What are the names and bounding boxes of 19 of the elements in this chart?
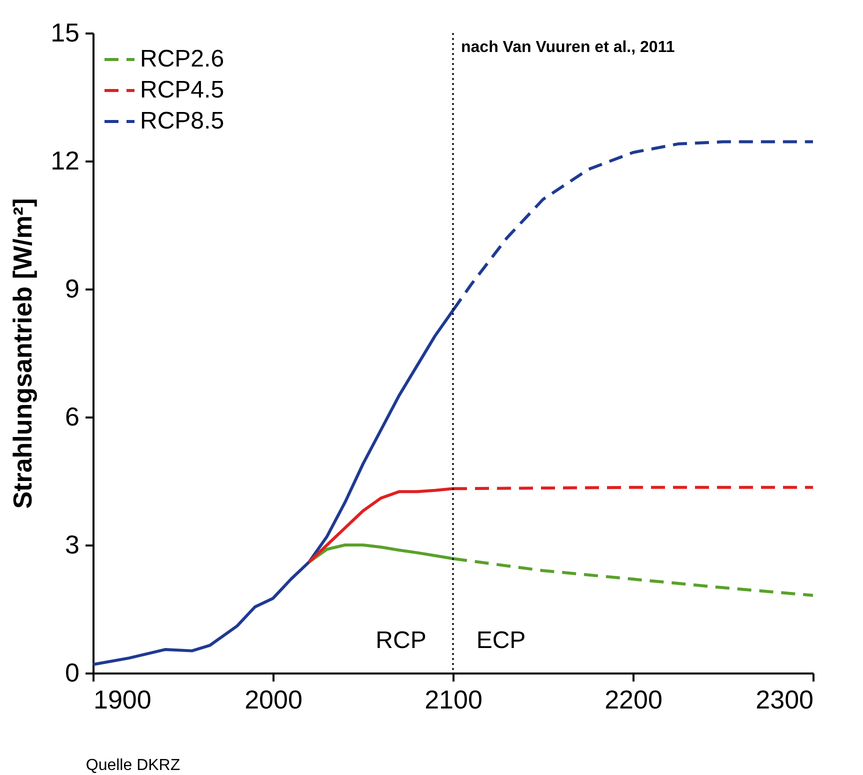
source-note: Quelle DKRZ xyxy=(86,757,180,774)
annotation: ECP xyxy=(476,627,526,654)
y-tick-label: 0 xyxy=(65,658,80,688)
y-axis-title: Strahlungsantrieb [W/m²] xyxy=(8,198,38,509)
x-tick-label: 2000 xyxy=(244,684,302,714)
legend-label: RCP2.6 xyxy=(140,46,224,72)
x-tick-label: 1900 xyxy=(94,684,152,714)
annotation: RCP xyxy=(376,627,426,654)
annotation: nach Van Vuuren et al., 2011 xyxy=(461,39,675,56)
y-tick-label: 15 xyxy=(50,18,80,48)
legend-label: RCP8.5 xyxy=(140,108,224,134)
legend-label: RCP4.5 xyxy=(140,76,224,104)
y-tick-label: 9 xyxy=(65,274,80,304)
x-tick-label: 2100 xyxy=(424,684,482,714)
x-tick-label: 2200 xyxy=(604,684,662,714)
y-tick-label: 3 xyxy=(65,530,80,560)
x-tick-label: 2300 xyxy=(756,684,814,714)
y-tick-label: 12 xyxy=(50,146,80,176)
y-tick-label: 6 xyxy=(65,402,80,432)
